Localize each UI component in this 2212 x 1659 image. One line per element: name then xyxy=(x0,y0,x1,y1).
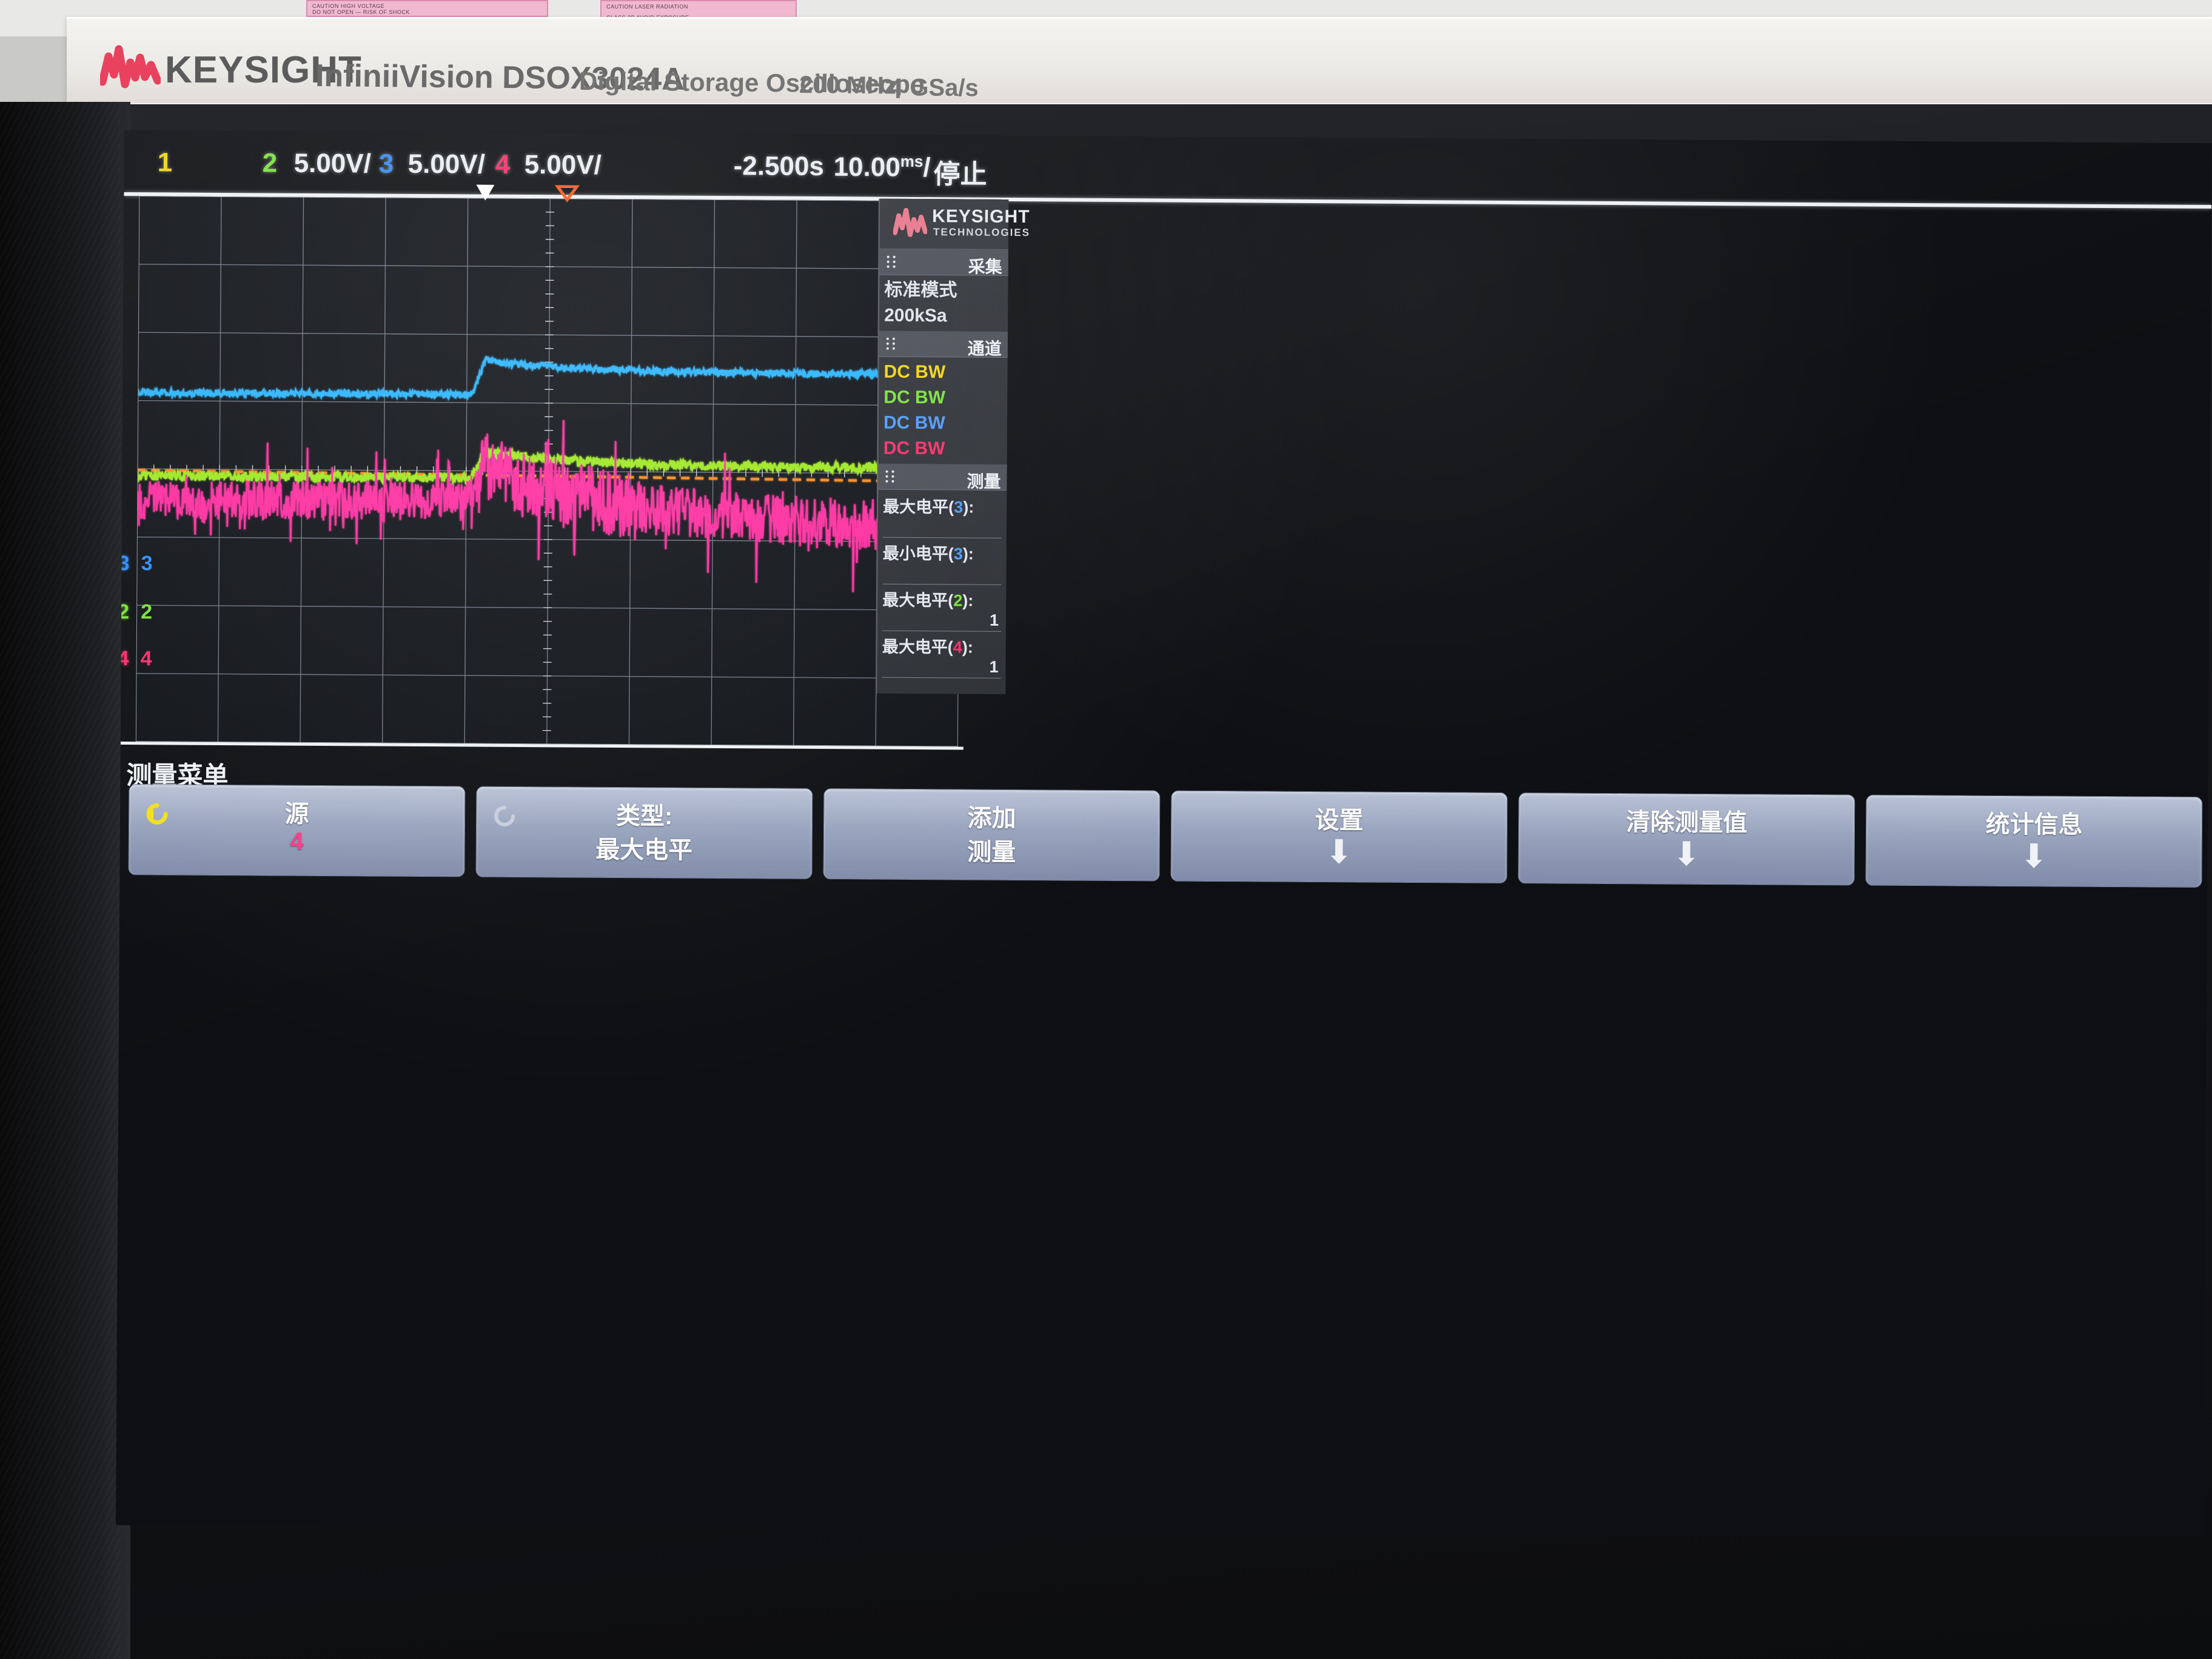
brand-name: KEYSIGHT xyxy=(165,49,362,91)
measurement-channel: 4 xyxy=(953,638,962,657)
measurements-body: 最大电平(3): 最小电平(3): 最大电平(2): 1 最大电平(4): 1 xyxy=(877,490,1007,681)
softkey-statistics-label: 统计信息 xyxy=(1985,811,2083,839)
rotary-knob-icon xyxy=(494,805,515,826)
softkey-source-label: 源 xyxy=(284,800,309,828)
softkey-bar[interactable]: 源 4 类型: 最大电平 添加 测量 设置 ⬇ 清除测量值 ⬇ xyxy=(128,784,2203,888)
softkey-add-label-1: 添加 xyxy=(967,805,1016,833)
right-sidebar[interactable]: KEYSIGHT TECHNOLOGIES 采集 标准模式 200kSa 通道 … xyxy=(876,198,1030,694)
timebase-value[interactable]: 10.00ms/ xyxy=(833,152,931,183)
channel-2-coupling[interactable]: DC BW xyxy=(883,387,946,408)
sidebar-logo: KEYSIGHT TECHNOLOGIES xyxy=(879,198,1030,250)
keysight-logo-small-icon xyxy=(893,207,928,237)
timebase-unit: ms xyxy=(900,152,923,171)
softkey-clear-measurements[interactable]: 清除测量值 ⬇ xyxy=(1518,793,1855,886)
waveform-channel-3 xyxy=(136,355,962,401)
bandwidth-spec: 200 MHz xyxy=(799,72,897,99)
softkey-source-value: 4 xyxy=(290,828,304,855)
waveform-graticule[interactable] xyxy=(135,196,962,747)
keysight-logo-icon xyxy=(100,45,161,89)
drag-handle-icon[interactable] xyxy=(885,470,897,483)
sample-rate-spec: 4 GSa/s xyxy=(889,74,979,102)
channel-1-coupling[interactable]: DC BW xyxy=(883,361,946,383)
softkey-add-label-2: 测量 xyxy=(967,839,1016,866)
sidebar-section-acquisition-header[interactable]: 采集 xyxy=(879,249,1008,276)
trigger-markers[interactable] xyxy=(139,183,961,206)
trigger-level-marker xyxy=(554,184,580,203)
softkey-type[interactable]: 类型: 最大电平 xyxy=(475,786,813,879)
channels-body: DC BW DC BW DC BW DC BW xyxy=(879,357,1008,464)
trigger-position-marker xyxy=(476,184,495,201)
channel-2-scale[interactable]: 5.00V/ xyxy=(293,148,372,179)
ground-label-channel-4: 4 xyxy=(140,647,152,671)
sidebar-brand: KEYSIGHT xyxy=(932,206,1030,227)
timebase-number: 10.00 xyxy=(833,152,900,183)
left-texture xyxy=(0,102,121,1659)
softkey-clear-label: 清除测量值 xyxy=(1626,809,1748,837)
measurement-channel: 2 xyxy=(953,591,963,610)
rotary-knob-icon xyxy=(146,803,168,825)
channel-4-coupling[interactable]: DC BW xyxy=(883,438,945,459)
softkey-settings[interactable]: 设置 ⬇ xyxy=(1170,790,1508,883)
channel-4-scale[interactable]: 5.00V/ xyxy=(524,150,602,180)
measurement-value: 1 xyxy=(989,657,999,676)
chevron-down-icon: ⬇ xyxy=(2020,838,2048,875)
drag-handle-icon[interactable] xyxy=(886,337,899,350)
measurement-row[interactable]: 最大电平(3): xyxy=(882,491,1002,538)
oscilloscope-screen[interactable]: 1 2 5.00V/ 3 5.00V/ 4 5.00V/ -2.500s 10.… xyxy=(115,130,2212,1538)
sidebar-brand-sub: TECHNOLOGIES xyxy=(933,226,1031,239)
channel-3-coupling[interactable]: DC BW xyxy=(883,412,945,434)
channel-2-indicator[interactable]: 2 xyxy=(262,148,278,178)
run-state-badge[interactable]: 停止 xyxy=(933,159,987,190)
channel-4-indicator[interactable]: 4 xyxy=(495,149,511,179)
channel-3-scale[interactable]: 5.00V/ xyxy=(407,149,486,179)
ground-label-channel-3: 3 xyxy=(141,552,153,575)
measurement-label: 最大电平 xyxy=(883,497,949,517)
measurement-row[interactable]: 最小电平(3): xyxy=(882,537,1002,585)
measurement-value: 1 xyxy=(989,611,999,629)
measurement-label: 最小电平 xyxy=(882,544,948,563)
drag-handle-icon[interactable] xyxy=(886,255,899,268)
acquisition-body: 标准模式 200kSa xyxy=(879,275,1008,332)
ground-label-channel-2: 2 xyxy=(141,600,153,624)
shelf-label-1: CAUTION HIGH VOLTAGE DO NOT OPEN — RISK … xyxy=(306,0,548,17)
measurement-label: 最大电平 xyxy=(882,637,948,657)
chevron-down-icon: ⬇ xyxy=(1325,834,1353,871)
chevron-down-icon: ⬇ xyxy=(1672,836,1701,873)
measurement-channel: 3 xyxy=(954,498,964,517)
acquisition-memory: 200kSa xyxy=(884,305,947,326)
acquisition-title: 采集 xyxy=(968,257,1002,276)
measurement-row[interactable]: 最大电平(2): 1 xyxy=(882,584,1002,632)
measurement-label: 最大电平 xyxy=(882,591,948,610)
measurement-row[interactable]: 最大电平(4): 1 xyxy=(882,631,1001,679)
channel-3-indicator[interactable]: 3 xyxy=(378,149,394,179)
delay-value[interactable]: -2.500s xyxy=(733,151,825,182)
channels-title: 通道 xyxy=(967,339,1002,358)
timebase-suffix: / xyxy=(923,152,931,183)
measurement-channel: 3 xyxy=(953,545,963,563)
softkey-type-label: 类型: xyxy=(615,802,673,830)
sidebar-section-channels-header[interactable]: 通道 xyxy=(879,330,1008,358)
softkey-settings-label: 设置 xyxy=(1315,807,1364,834)
sidebar-section-measurements-header[interactable]: 测量 xyxy=(878,463,1007,491)
measurements-title: 测量 xyxy=(967,472,1001,491)
softkey-statistics[interactable]: 统计信息 ⬇ xyxy=(1865,794,2203,888)
softkey-type-value: 最大电平 xyxy=(595,836,693,864)
waveform-channel-4 xyxy=(136,420,960,592)
softkey-add-measurement[interactable]: 添加 测量 xyxy=(823,788,1161,882)
softkey-source[interactable]: 源 4 xyxy=(128,784,466,877)
instrument-bezel-top xyxy=(67,17,2212,110)
left-shadow-edge xyxy=(0,102,130,1659)
acquisition-mode: 标准模式 xyxy=(884,280,957,301)
